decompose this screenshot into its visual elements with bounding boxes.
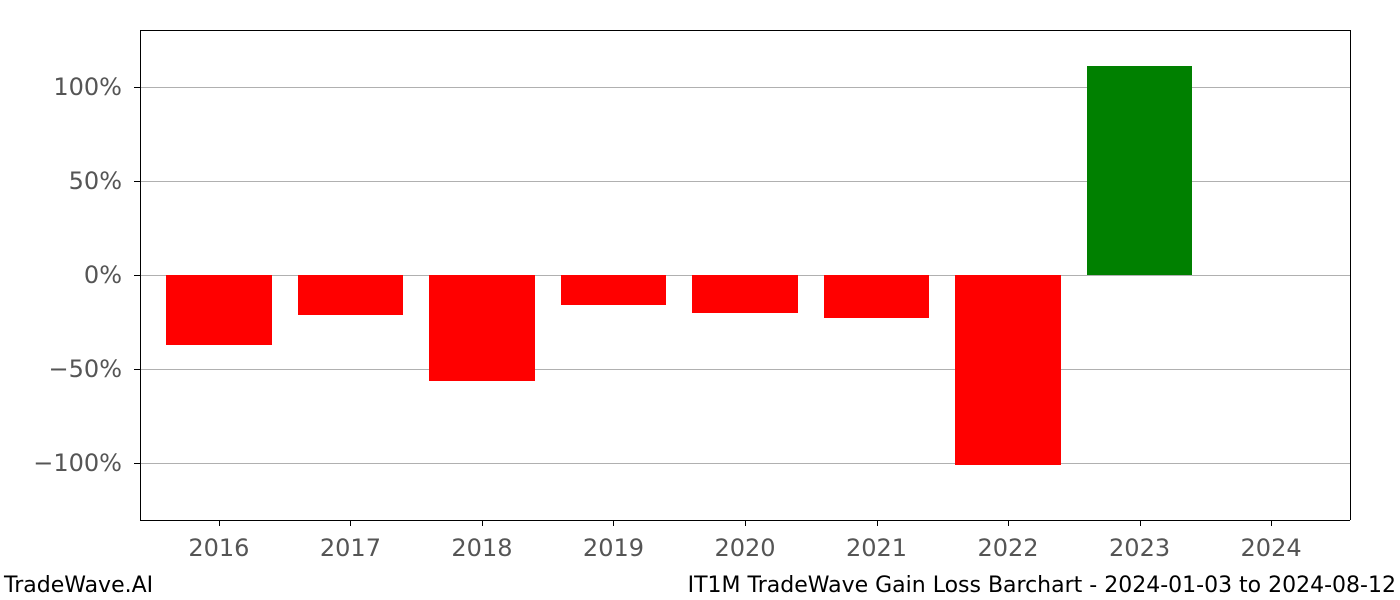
x-tick-label: 2022 — [977, 520, 1038, 562]
y-tick-label: 0% — [84, 261, 140, 289]
bar-2018 — [429, 275, 534, 381]
axis-spine-right — [1350, 30, 1351, 520]
x-tick-label: 2024 — [1241, 520, 1302, 562]
x-tick-label: 2021 — [846, 520, 907, 562]
y-gridline — [140, 463, 1350, 464]
y-tick-label: −50% — [49, 355, 140, 383]
x-tick-label: 2018 — [451, 520, 512, 562]
y-tick-label: 50% — [69, 167, 140, 195]
bar-2017 — [298, 275, 403, 315]
y-gridline — [140, 369, 1350, 370]
bar-2022 — [955, 275, 1060, 465]
bar-2023 — [1087, 66, 1192, 275]
x-tick-label: 2020 — [714, 520, 775, 562]
chart-figure: −100% −50% 0% 50% 100% 2016 2017 2018 2019 2020 20… — [0, 0, 1400, 600]
axis-spine-left — [140, 30, 141, 520]
caption-right: IT1M TradeWave Gain Loss Barchart - 2024… — [688, 573, 1396, 598]
x-tick-label: 2016 — [188, 520, 249, 562]
y-tick-label: −100% — [33, 449, 140, 477]
x-tick-label: 2023 — [1109, 520, 1170, 562]
x-tick-label: 2019 — [583, 520, 644, 562]
bar-2021 — [824, 275, 929, 318]
axis-spine-top — [140, 30, 1350, 31]
x-tick-label: 2017 — [320, 520, 381, 562]
bar-2020 — [692, 275, 797, 313]
y-tick-label: 100% — [53, 73, 140, 101]
caption-left: TradeWave.AI — [4, 573, 153, 598]
axis-spine-bottom — [140, 520, 1350, 521]
bar-2019 — [561, 275, 666, 305]
plot-area: −100%−50%0%50%100%2016201720182019202020… — [140, 30, 1350, 520]
bar-2016 — [166, 275, 271, 345]
